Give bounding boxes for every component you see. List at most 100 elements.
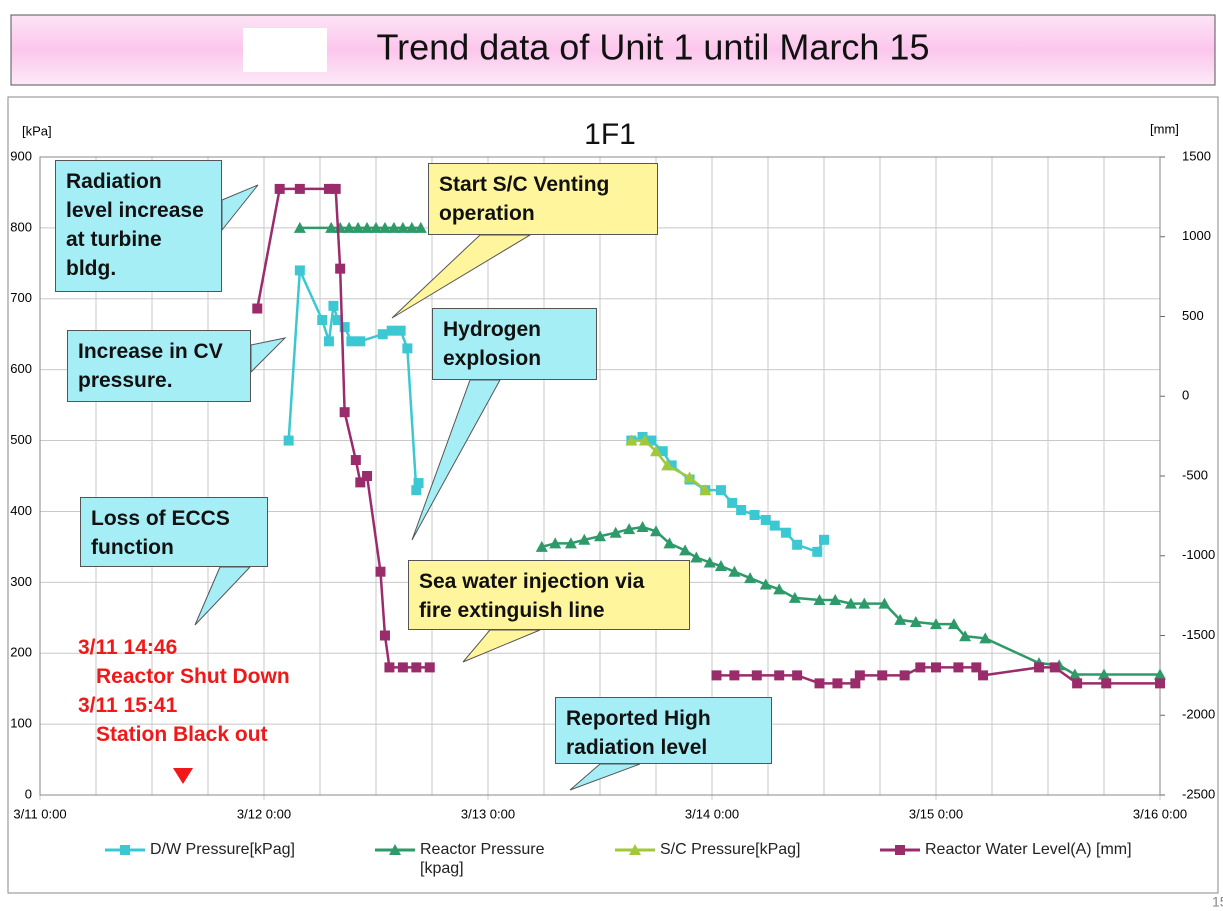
event-label: 3/11 15:41	[78, 694, 178, 717]
marker	[294, 265, 305, 276]
marker	[405, 221, 418, 233]
y2-tick-label: 1500	[1182, 148, 1211, 163]
marker	[638, 434, 651, 446]
legend-label: D/W Pressure[kPag]	[150, 841, 295, 858]
marker	[294, 183, 305, 194]
marker	[909, 616, 922, 628]
marker	[352, 221, 365, 233]
marker	[623, 523, 636, 535]
y2-tick-label: -2500	[1182, 786, 1215, 801]
marker	[636, 521, 649, 533]
marker	[339, 322, 350, 333]
marker	[711, 670, 722, 681]
y-tick-label: 100	[10, 716, 32, 731]
marker	[1072, 678, 1083, 689]
marker	[629, 844, 641, 855]
plot-border	[39, 156, 1161, 796]
y2-axis-label: [mm]	[1150, 121, 1179, 136]
callout-tail	[391, 234, 532, 319]
marker	[819, 534, 829, 545]
marker	[379, 630, 390, 641]
marker	[1154, 668, 1166, 680]
marker	[699, 484, 712, 496]
event-label: 3/11 14:46	[78, 636, 178, 659]
y-tick-label: 500	[10, 432, 32, 447]
marker	[411, 485, 422, 496]
callout-tail	[411, 379, 501, 541]
plot	[252, 183, 1166, 689]
marker	[959, 630, 972, 642]
y-tick-label: 200	[10, 645, 32, 660]
callout: Reported High radiation level	[555, 697, 772, 764]
marker	[564, 537, 577, 549]
marker	[252, 303, 263, 314]
marker	[414, 221, 427, 233]
marker	[274, 183, 285, 194]
marker	[535, 540, 548, 552]
marker	[947, 618, 960, 630]
callout-tail	[221, 184, 259, 232]
marker	[330, 183, 341, 194]
x-tick-label: 3/13 0:00	[461, 806, 515, 821]
marker	[332, 315, 343, 326]
marker	[895, 845, 905, 855]
marker	[1155, 678, 1165, 689]
marker	[395, 325, 406, 336]
marker	[812, 546, 823, 557]
marker	[714, 560, 727, 572]
y2-tick-label: -1000	[1182, 547, 1215, 562]
redaction	[243, 28, 327, 72]
y-tick-label: 300	[10, 574, 32, 589]
marker	[751, 670, 762, 681]
y2-tick-label: -500	[1182, 467, 1208, 482]
marker	[293, 221, 306, 233]
marker	[657, 446, 668, 457]
marker	[813, 594, 826, 606]
x-tick-label: 3/12 0:00	[237, 806, 291, 821]
marker	[343, 221, 356, 233]
y2-tick-label: 0	[1182, 388, 1189, 403]
marker	[858, 597, 871, 609]
marker	[877, 670, 888, 681]
marker	[844, 597, 857, 609]
callout-tail	[569, 763, 641, 791]
marker	[769, 520, 780, 531]
marker	[666, 460, 677, 471]
marker	[727, 497, 738, 508]
marker	[355, 477, 366, 488]
y2-tick-label: -2000	[1182, 707, 1215, 722]
marker	[979, 632, 992, 644]
y-tick-label: 400	[10, 503, 32, 518]
marker	[609, 526, 622, 538]
marker	[679, 544, 692, 556]
marker	[780, 527, 791, 538]
marker	[650, 525, 662, 537]
marker	[355, 336, 366, 347]
marker	[661, 459, 674, 471]
marker	[1098, 668, 1110, 680]
legend-label: Reactor Water Level(A) [mm]	[925, 841, 1132, 858]
callout: Sea water injection via fire extinguish …	[408, 560, 690, 630]
marker	[594, 530, 606, 542]
marker	[339, 407, 350, 418]
marker	[728, 565, 741, 577]
marker	[788, 591, 801, 603]
marker	[683, 471, 696, 483]
x-tick-label: 3/14 0:00	[685, 806, 739, 821]
marker	[744, 572, 757, 584]
x-tick-label: 3/15 0:00	[909, 806, 963, 821]
callout: Radiation level increase at turbine bldg…	[55, 160, 222, 292]
callout: Loss of ECCS function	[80, 497, 268, 567]
marker	[774, 670, 785, 681]
marker	[690, 551, 703, 563]
marker	[854, 670, 865, 681]
marker	[1034, 662, 1045, 673]
marker	[715, 485, 726, 496]
event-label: Reactor Shut Down	[96, 665, 290, 688]
marker	[411, 662, 422, 673]
y-tick-label: 900	[10, 148, 32, 163]
marker	[663, 537, 676, 549]
marker	[361, 221, 374, 233]
marker	[1068, 668, 1081, 680]
